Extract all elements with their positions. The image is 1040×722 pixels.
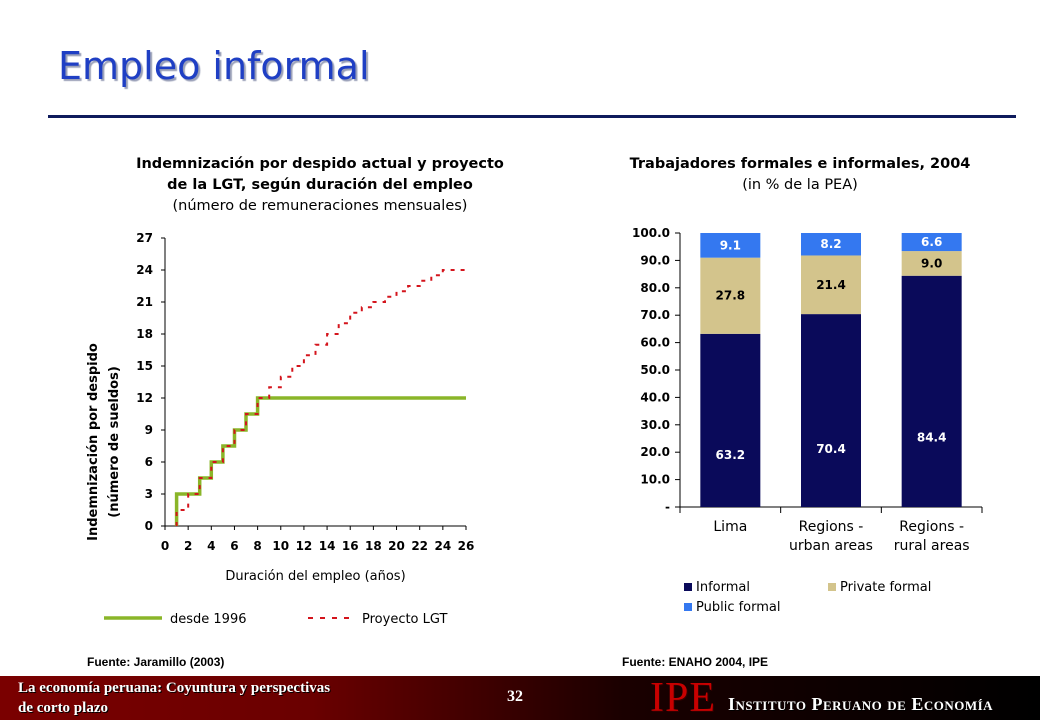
y-tick-label: 24 <box>136 263 153 277</box>
y-tick-label: 9 <box>145 423 153 437</box>
y-tick-label: 27 <box>136 231 153 245</box>
bar-segment <box>901 251 962 276</box>
x-category-label: urban areas <box>789 538 873 554</box>
y-tick-label: 50.0 <box>640 363 670 377</box>
data-label: 9.1 <box>720 238 741 252</box>
left-chart-subtitle: (número de remuneraciones mensuales) <box>172 198 468 214</box>
y-tick-label: 80.0 <box>640 281 670 295</box>
x-category-label: Regions - <box>899 519 964 535</box>
y-axis-subtitle: (número de sueldos) <box>107 366 122 518</box>
bar-segment <box>801 255 861 315</box>
x-tick-label: 24 <box>434 539 451 553</box>
legend-swatch <box>684 603 692 611</box>
bar-segment <box>801 233 861 256</box>
series-line-desde-1996 <box>174 396 466 526</box>
left-source: Fuente: Jaramillo (2003) <box>87 655 225 669</box>
x-tick-label: 22 <box>411 539 428 553</box>
legend-swatch <box>828 583 836 591</box>
page-number: 32 <box>507 688 523 705</box>
y-tick-label: 12 <box>136 391 153 405</box>
x-tick-label: 16 <box>342 539 359 553</box>
right-chart-title: Trabajadores formales e informales, 2004… <box>590 154 1010 196</box>
x-tick-label: 14 <box>319 539 336 553</box>
title-divider <box>48 115 1016 118</box>
y-tick-label: 60.0 <box>640 336 670 350</box>
x-tick-label: 4 <box>207 539 215 553</box>
y-tick-label: 3 <box>145 487 153 501</box>
x-category-label: Lima <box>713 519 747 535</box>
y-tick-label: 20.0 <box>640 445 670 459</box>
x-axis-title: Duración del empleo (años) <box>225 569 405 584</box>
data-label: 21.4 <box>816 278 846 292</box>
y-tick-label: 100.0 <box>632 226 670 240</box>
bar-segment <box>700 333 761 507</box>
bar-segment <box>700 233 761 258</box>
y-tick-label: 0 <box>145 519 153 533</box>
x-tick-label: 8 <box>253 539 261 553</box>
x-tick-label: 6 <box>230 539 238 553</box>
y-tick-label: 70.0 <box>640 308 670 322</box>
bar-segment <box>700 257 761 334</box>
left-chart-title: Indemnización por despido actual y proye… <box>100 154 540 217</box>
left-chart-title-line1: Indemnización por despido actual y proye… <box>136 156 504 172</box>
x-tick-label: 26 <box>458 539 475 553</box>
legend-label: Informal <box>696 580 750 595</box>
data-label: 8.2 <box>820 237 841 251</box>
y-tick-label: 30.0 <box>640 418 670 432</box>
x-tick-label: 10 <box>272 539 289 553</box>
x-tick-label: 12 <box>296 539 313 553</box>
footer-bar: La economía peruana: Coyuntura y perspec… <box>0 675 1040 721</box>
y-tick-label: 90.0 <box>640 253 670 267</box>
x-tick-label: 20 <box>388 539 405 553</box>
data-label: 27.8 <box>716 289 746 303</box>
y-tick-label: 10.0 <box>640 473 670 487</box>
y-tick-label: 40.0 <box>640 390 670 404</box>
y-axis-title: Indemnización por despido <box>86 343 101 541</box>
x-tick-label: 2 <box>184 539 192 553</box>
ipe-institution-name: Instituto Peruano de Economía <box>728 694 994 714</box>
data-label: 6.6 <box>921 235 942 249</box>
data-label: 70.4 <box>816 442 846 456</box>
data-label: 84.4 <box>917 431 947 445</box>
bar-segment <box>901 275 962 507</box>
y-tick-label: 6 <box>145 455 153 469</box>
footer-line2: de corto plazo <box>18 700 108 716</box>
bar-segment <box>901 233 962 252</box>
series-line-proyecto-lgt <box>175 269 466 526</box>
x-tick-label: 0 <box>161 539 169 553</box>
x-tick-label: 18 <box>365 539 382 553</box>
legend-swatch <box>684 583 692 591</box>
y-tick-label: 15 <box>136 359 153 373</box>
data-label: 63.2 <box>716 448 746 462</box>
data-label: 9.0 <box>921 256 942 270</box>
y-tick-label: - <box>665 500 670 514</box>
footer-line1: La economía peruana: Coyuntura y perspec… <box>18 680 331 696</box>
x-category-label: rural areas <box>894 538 970 554</box>
right-source: Fuente: ENAHO 2004, IPE <box>622 655 769 669</box>
legend-label: Private formal <box>840 580 931 595</box>
right-chart-subtitle: (in % de la PEA) <box>742 177 858 193</box>
left-chart-title-line2: de la LGT, según duración del empleo <box>167 177 473 193</box>
ipe-logo: IPE <box>650 675 716 721</box>
footer-text: La economía peruana: Coyuntura y perspec… <box>18 678 330 718</box>
workers-stacked-bar-chart: - 10.0 20.0 30.0 40.0 50.0 60.0 70.0 80.0 90.0 100… <box>632 226 983 615</box>
x-category-label: Regions - <box>799 519 864 535</box>
legend-label: Public formal <box>696 600 781 615</box>
slide-title: Empleo informal <box>58 44 370 88</box>
y-tick-label: 18 <box>136 327 153 341</box>
y-tick-label: 21 <box>136 295 153 309</box>
legend-label: desde 1996 <box>170 612 247 627</box>
right-chart-title-text: Trabajadores formales e informales, 2004 <box>629 156 971 172</box>
bar-segment <box>801 314 861 507</box>
legend-label: Proyecto LGT <box>362 612 447 627</box>
